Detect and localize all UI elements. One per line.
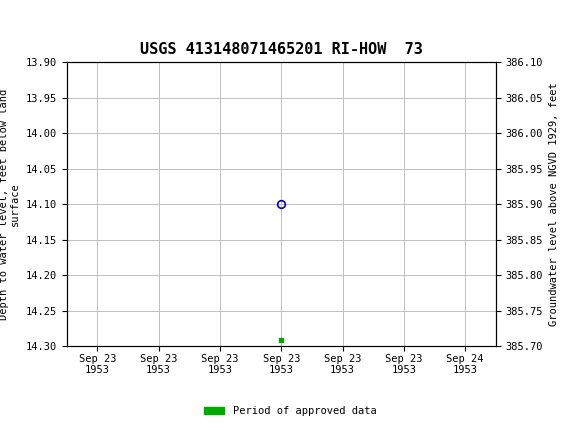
Y-axis label: Depth to water level, feet below land
surface: Depth to water level, feet below land su… (0, 89, 20, 320)
Text: USGS: USGS (23, 8, 70, 23)
Title: USGS 413148071465201 RI-HOW  73: USGS 413148071465201 RI-HOW 73 (140, 42, 423, 57)
Legend: Period of approved data: Period of approved data (200, 402, 380, 421)
Y-axis label: Groundwater level above NGVD 1929, feet: Groundwater level above NGVD 1929, feet (549, 83, 559, 326)
Text: ≡: ≡ (3, 6, 18, 25)
